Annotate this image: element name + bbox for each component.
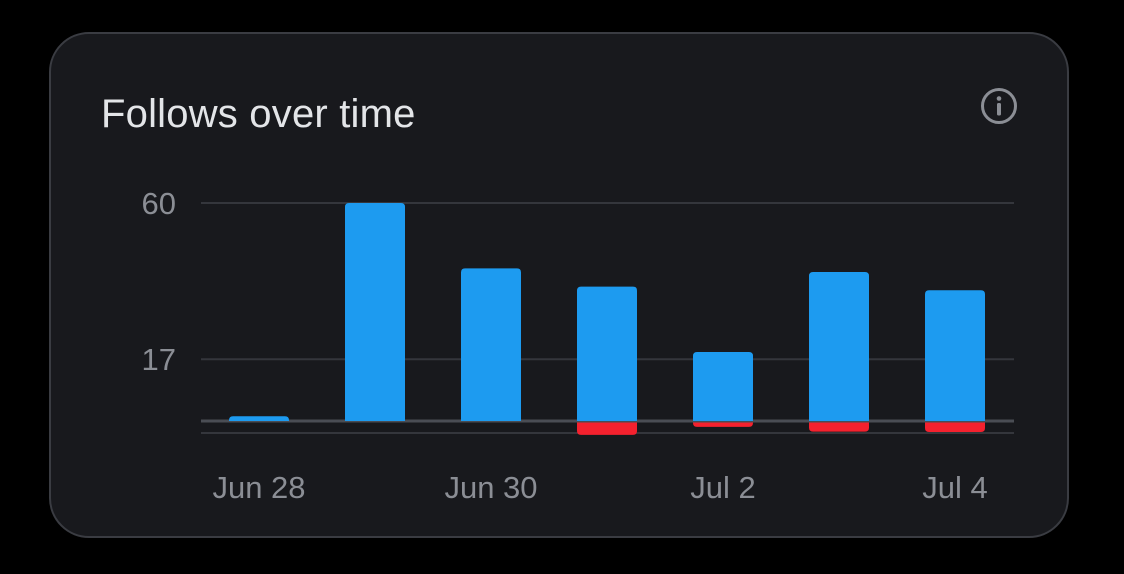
bar-follows[interactable] — [925, 290, 985, 421]
info-icon[interactable] — [980, 87, 1018, 125]
bar-unfollows[interactable] — [925, 422, 985, 432]
y-tick-label: 17 — [142, 342, 176, 377]
follows-card: Follows over time — [49, 32, 1069, 538]
bar-follows[interactable] — [577, 286, 637, 421]
bar-follows[interactable] — [809, 272, 869, 421]
bars — [229, 203, 985, 435]
bar-follows[interactable] — [693, 351, 753, 421]
bar-follows[interactable] — [345, 203, 405, 421]
bar-unfollows[interactable] — [693, 422, 753, 427]
x-tick-label: Jun 28 — [212, 470, 305, 505]
x-tick-label: Jul 4 — [922, 470, 987, 505]
bar-follows[interactable] — [461, 268, 521, 421]
card-title: Follows over time — [101, 92, 416, 136]
x-tick-label: Jul 2 — [690, 470, 755, 505]
bar-unfollows[interactable] — [809, 422, 869, 432]
bar-follows[interactable] — [229, 416, 289, 421]
y-tick-label: 60 — [142, 186, 176, 221]
bar-unfollows[interactable] — [577, 422, 637, 435]
y-tick-labels: 60 17 — [142, 186, 176, 377]
x-tick-label: Jun 30 — [444, 470, 537, 505]
x-tick-labels: Jun 28 Jun 30 Jul 2 Jul 4 — [212, 470, 987, 505]
